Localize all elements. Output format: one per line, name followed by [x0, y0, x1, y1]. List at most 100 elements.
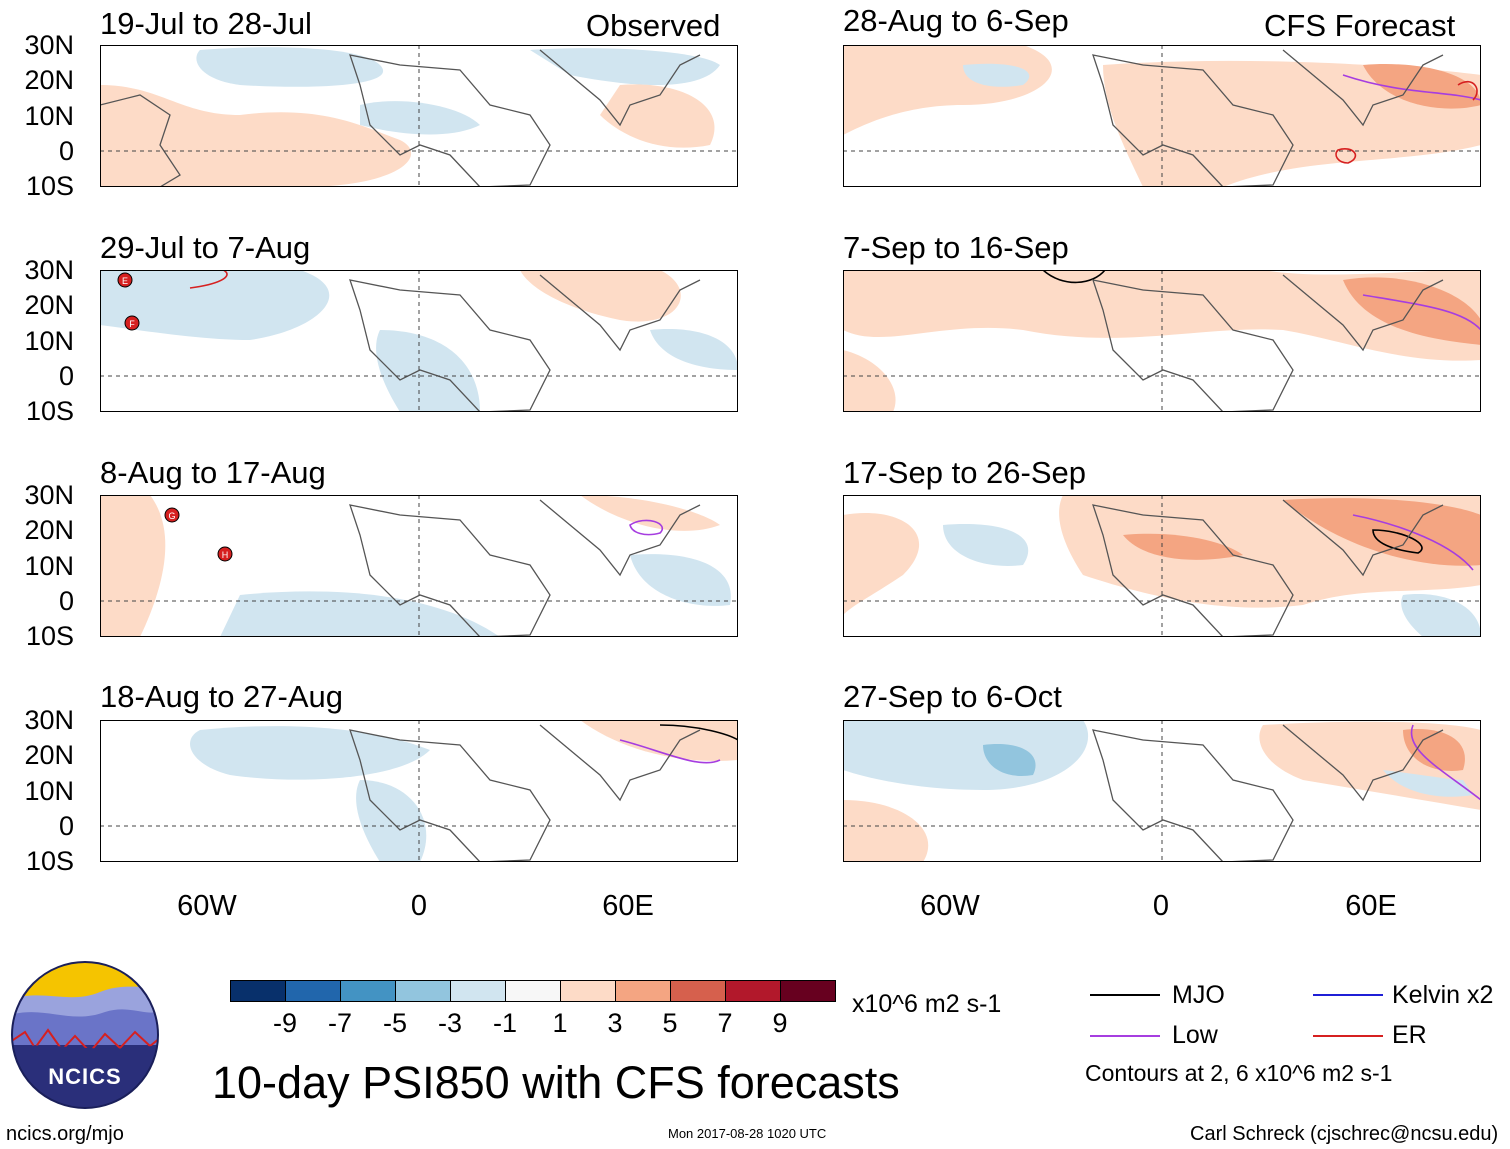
lat-label: 0	[58, 811, 74, 841]
map-panel-right-3	[843, 495, 1481, 637]
er-line-swatch	[1313, 1035, 1383, 1037]
lon-label: 60W	[920, 890, 980, 922]
storm-marker: E	[122, 276, 128, 286]
lat-label: 10S	[25, 171, 74, 201]
low-contour	[1410, 724, 1481, 801]
lon-label: 60E	[602, 890, 654, 922]
colorbar-swatch	[340, 980, 396, 1002]
colorbar-swatch	[615, 980, 671, 1002]
lat-label: 10N	[24, 101, 74, 131]
lat-label: 30N	[24, 480, 74, 510]
positive-anomaly	[100, 85, 412, 187]
colorbar-swatch	[670, 980, 726, 1002]
colorbar-tick-label: 1	[552, 1008, 568, 1038]
storm-marker: G	[168, 511, 175, 521]
continent-outline	[1282, 274, 1444, 352]
negative-anomaly	[963, 63, 1030, 87]
figure-title: 10-day PSI850 with CFS forecasts	[212, 1057, 900, 1108]
colorbar-swatch	[395, 980, 451, 1002]
strong-positive-anomaly	[1283, 498, 1481, 566]
colorbar-tick-label: -5	[382, 1008, 407, 1038]
colorbar-swatch	[725, 980, 781, 1002]
colorbar-swatch	[285, 980, 341, 1002]
colorbar-units: x10^6 m2 s-1	[852, 990, 1002, 1018]
mjo-line-swatch	[1090, 994, 1160, 996]
panel-observed-tag: Observed	[586, 8, 721, 43]
contours-note: Contours at 2, 6 x10^6 m2 s-1	[1085, 1060, 1393, 1086]
kelvin-line-swatch	[1313, 994, 1383, 996]
positive-anomaly	[580, 495, 720, 531]
map-panel-left-1	[100, 45, 738, 187]
lat-label: 20N	[24, 515, 74, 545]
negative-anomaly	[220, 591, 500, 637]
panel-period-label: 8-Aug to 17-Aug	[100, 455, 326, 490]
negative-anomaly	[360, 101, 480, 135]
panel-period-label: 29-Jul to 7-Aug	[100, 230, 311, 265]
low-line-swatch	[1090, 1035, 1160, 1037]
continent-outline	[539, 274, 701, 352]
strong-positive-anomaly	[1123, 533, 1243, 560]
map-panel-right-2	[843, 270, 1481, 412]
colorbar-swatch	[450, 980, 506, 1002]
storm-icon	[164, 507, 180, 523]
lon-label: 0	[410, 890, 428, 922]
colorbar-swatch	[560, 980, 616, 1002]
mjo-contour	[659, 724, 738, 741]
ncics-logo: NCICS	[11, 961, 159, 1109]
continent-outline	[539, 499, 701, 577]
er-contour	[1335, 148, 1357, 164]
negative-anomaly	[1401, 594, 1481, 637]
lat-label: 10S	[25, 396, 74, 426]
lat-label: 10N	[24, 326, 74, 356]
legend-low: Low	[1172, 1021, 1218, 1049]
lon-label: 0	[1152, 890, 1170, 922]
negative-anomaly	[650, 329, 738, 370]
colorbar-swatch	[230, 980, 286, 1002]
negative-anomaly	[196, 47, 384, 87]
panel-period-label: 7-Sep to 16-Sep	[843, 230, 1069, 265]
storm-icon	[124, 315, 140, 331]
storm-marker: F	[129, 319, 135, 329]
lon-label: 60W	[177, 890, 237, 922]
panel-period-label: 18-Aug to 27-Aug	[100, 679, 344, 714]
lat-label: 0	[58, 136, 74, 166]
storm-icon	[117, 272, 133, 288]
map-panel-right-4	[843, 720, 1481, 862]
colorbar-swatch	[780, 980, 836, 1002]
colorbar-tick-label: 5	[662, 1008, 678, 1038]
footer-url[interactable]: ncics.org/mjo	[6, 1123, 124, 1145]
lat-label: 10S	[25, 621, 74, 651]
map-panel-left-4	[100, 720, 738, 862]
logo-text: NCICS	[48, 1064, 121, 1089]
colorbar-tick-label: 9	[772, 1008, 788, 1038]
positive-anomaly	[843, 350, 896, 412]
negative-anomaly	[630, 554, 731, 606]
continent-outline	[539, 724, 701, 802]
er-contour	[1457, 80, 1478, 101]
colorbar-tick-label: -1	[492, 1008, 517, 1038]
strong-positive-anomaly	[1363, 64, 1481, 109]
lat-label: 10N	[24, 551, 74, 581]
negative-anomaly	[376, 330, 480, 412]
strong-positive-anomaly	[1343, 277, 1481, 345]
er-contour	[180, 270, 228, 289]
low-contour	[1342, 74, 1481, 101]
positive-anomaly	[843, 800, 929, 862]
panel-period-label: 27-Sep to 6-Oct	[843, 679, 1062, 714]
negative-anomaly	[943, 524, 1029, 566]
legend-kelvin: Kelvin x2	[1392, 981, 1494, 1009]
low-contour	[619, 739, 721, 764]
storm-icon	[217, 546, 233, 562]
continent-outline	[1282, 49, 1444, 127]
positive-anomaly	[520, 270, 681, 322]
storm-marker: H	[222, 550, 229, 560]
legend-mjo: MJO	[1172, 981, 1225, 1009]
lon-label: 60E	[1345, 890, 1397, 922]
continent-outline	[100, 94, 181, 187]
map-panel-left-2: E F	[100, 270, 738, 412]
colorbar-tick-label: -3	[437, 1008, 462, 1038]
lat-label: 20N	[24, 290, 74, 320]
positive-anomaly	[1103, 60, 1481, 187]
map-panel-left-3: G H	[100, 495, 738, 637]
panel-period-label: 19-Jul to 28-Jul	[100, 6, 312, 41]
